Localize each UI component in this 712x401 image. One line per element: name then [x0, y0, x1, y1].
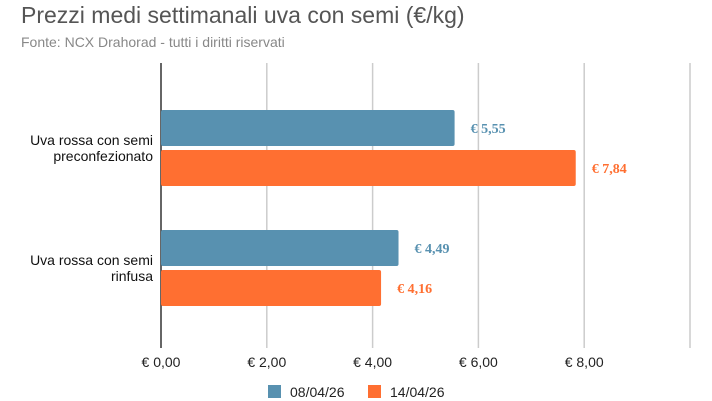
legend-label: 14/04/26 [390, 384, 445, 400]
category-label: Uva rossa con semi [30, 132, 153, 148]
category-label: rinfusa [111, 268, 153, 284]
x-tick-label: € 2,00 [247, 354, 286, 370]
x-tick-label: € 8,00 [565, 354, 604, 370]
chart-subtitle: Fonte: NCX Drahorad - tutti i diritti ri… [21, 34, 285, 50]
category-label: Uva rossa con semi [30, 252, 153, 268]
x-tick-label: € 6,00 [459, 354, 498, 370]
legend-swatch [268, 385, 281, 398]
data-label: € 4,16 [397, 282, 432, 297]
bar-08/04/26 [161, 230, 399, 266]
legend-swatch [368, 385, 381, 398]
bar-08/04/26 [161, 110, 455, 146]
data-label: € 5,55 [471, 122, 506, 137]
data-label: € 4,49 [415, 242, 450, 257]
bar-14/04/26 [161, 150, 576, 186]
x-tick-label: € 4,00 [353, 354, 392, 370]
chart-title: Prezzi medi settimanali uva con semi (€/… [21, 2, 465, 28]
bar-14/04/26 [161, 270, 382, 306]
category-label: preconfezionato [53, 148, 153, 164]
legend-label: 08/04/26 [290, 384, 345, 400]
data-label: € 7,84 [592, 162, 627, 177]
x-tick-label: € 0,00 [142, 354, 181, 370]
